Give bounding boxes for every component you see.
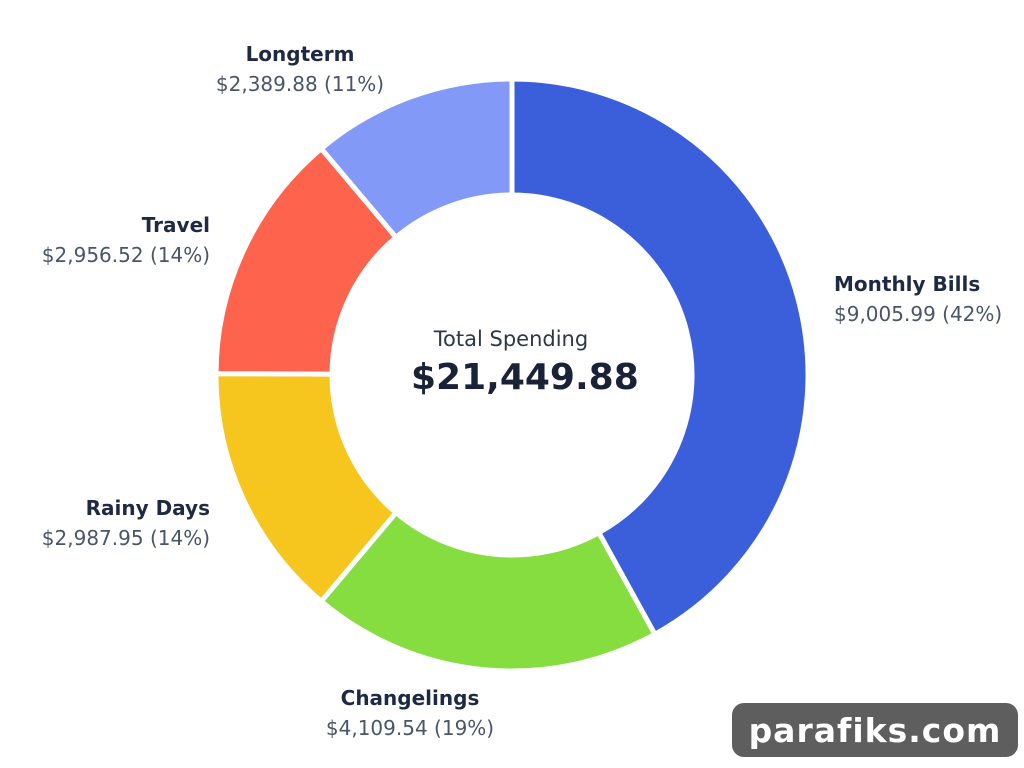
slice-label-rainy-days: Rainy Days $2,987.95 (14%): [10, 494, 210, 554]
slice-value: $4,109.54 (19%): [325, 716, 495, 740]
slice-value: $2,987.95 (14%): [41, 526, 210, 550]
slice-name: Rainy Days: [85, 496, 210, 520]
slice-label-monthly-bills: Monthly Bills $9,005.99 (42%): [834, 270, 1014, 330]
slice-label-longterm: Longterm $2,389.88 (11%): [200, 40, 400, 100]
slice-value: $2,389.88 (11%): [215, 72, 385, 96]
watermark-badge: parafiks.com: [732, 703, 1018, 757]
slice-name: Changelings: [340, 686, 480, 710]
donut-slice-longterm: [318, 76, 515, 240]
watermark-text: parafiks.com: [748, 710, 1002, 750]
center-label: Total Spending: [433, 327, 589, 351]
center-total-value: $21,449.88: [411, 357, 639, 398]
donut-slice-changelings: [318, 510, 658, 674]
center-summary: Total Spending $21,449.88: [411, 324, 639, 402]
donut-slice-monthly-bills: [509, 76, 811, 637]
slice-value: $9,005.99 (42%): [834, 302, 1003, 326]
slice-value: $2,956.52 (14%): [41, 243, 210, 267]
slice-label-changelings: Changelings $4,109.54 (19%): [300, 684, 520, 744]
slice-name: Monthly Bills: [834, 272, 981, 296]
slice-name: Travel: [141, 213, 210, 237]
slice-name: Longterm: [245, 42, 355, 66]
slice-label-travel: Travel $2,956.52 (14%): [10, 211, 210, 271]
